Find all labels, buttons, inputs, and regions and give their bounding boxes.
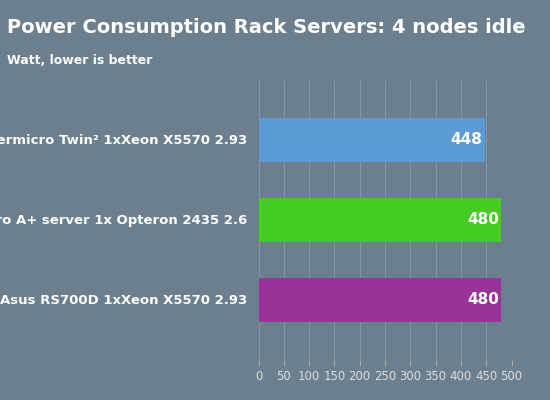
- Text: Supermicro Twin² 1xXeon X5570 2.93: Supermicro Twin² 1xXeon X5570 2.93: [0, 134, 248, 146]
- Text: 448: 448: [451, 132, 483, 148]
- Text: Supermicro A+ server 1x Opteron 2435 2.6: Supermicro A+ server 1x Opteron 2435 2.6: [0, 214, 248, 226]
- Text: 480: 480: [467, 212, 499, 228]
- Bar: [258, 118, 485, 162]
- Text: 480: 480: [467, 292, 499, 308]
- Text: Power Consumption Rack Servers: 4 nodes idle: Power Consumption Rack Servers: 4 nodes …: [7, 18, 525, 37]
- Bar: [258, 278, 502, 322]
- Text: Asus RS700D 1xXeon X5570 2.93: Asus RS700D 1xXeon X5570 2.93: [0, 294, 248, 306]
- Text: Watt, lower is better: Watt, lower is better: [7, 54, 152, 67]
- Bar: [258, 198, 502, 242]
